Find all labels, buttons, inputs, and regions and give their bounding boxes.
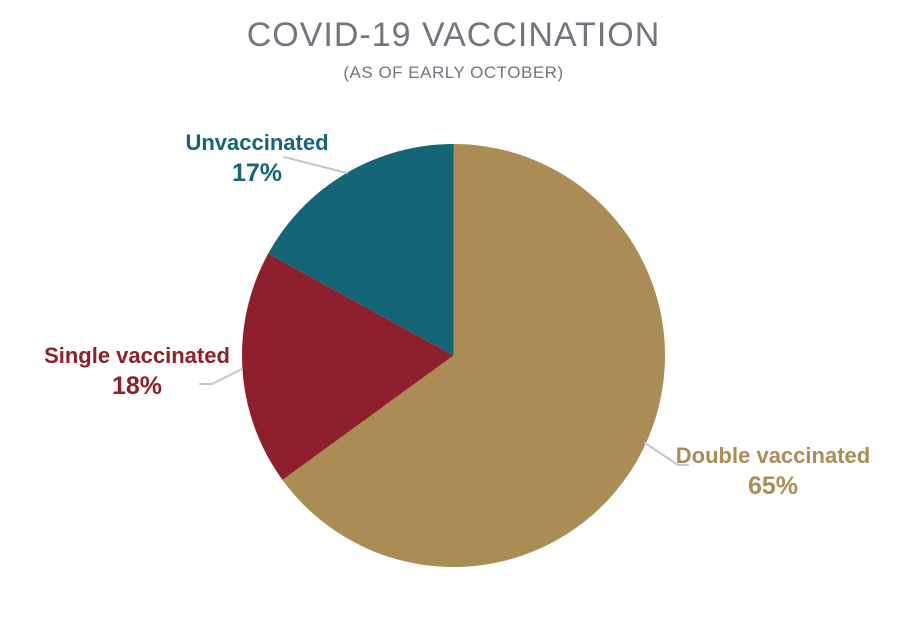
chart-title: COVID-19 VACCINATION — [246, 16, 661, 54]
pie-slice-single-vaccinated — [241, 253, 454, 480]
leader-line-single-vaccinated — [199, 368, 243, 385]
pie-slice-unvaccinated — [268, 143, 454, 356]
chart-subtitle: (AS OF EARLY OCTOBER) — [343, 63, 564, 82]
pie-slices — [241, 143, 665, 567]
slice-percent-text: 17% — [231, 159, 283, 187]
slice-percent-text: 65% — [747, 472, 799, 500]
leader-lines — [199, 156, 689, 466]
slice-label-text: Double vaccinated — [675, 443, 871, 468]
slice-label-text: Unvaccinated — [185, 130, 329, 155]
slice-percent-text: 18% — [111, 372, 163, 400]
pie-slice-double-vaccinated — [282, 144, 665, 567]
slice-label-double-vaccinated: Double vaccinated 65% — [653, 441, 893, 502]
leader-line-double-vaccinated — [644, 442, 689, 466]
leader-line-unvaccinated — [283, 156, 348, 174]
slice-label-single-vaccinated: Single vaccinated 18% — [27, 341, 247, 402]
slice-label-text: Single vaccinated — [44, 343, 230, 368]
slice-label-unvaccinated: Unvaccinated 17% — [147, 128, 367, 189]
